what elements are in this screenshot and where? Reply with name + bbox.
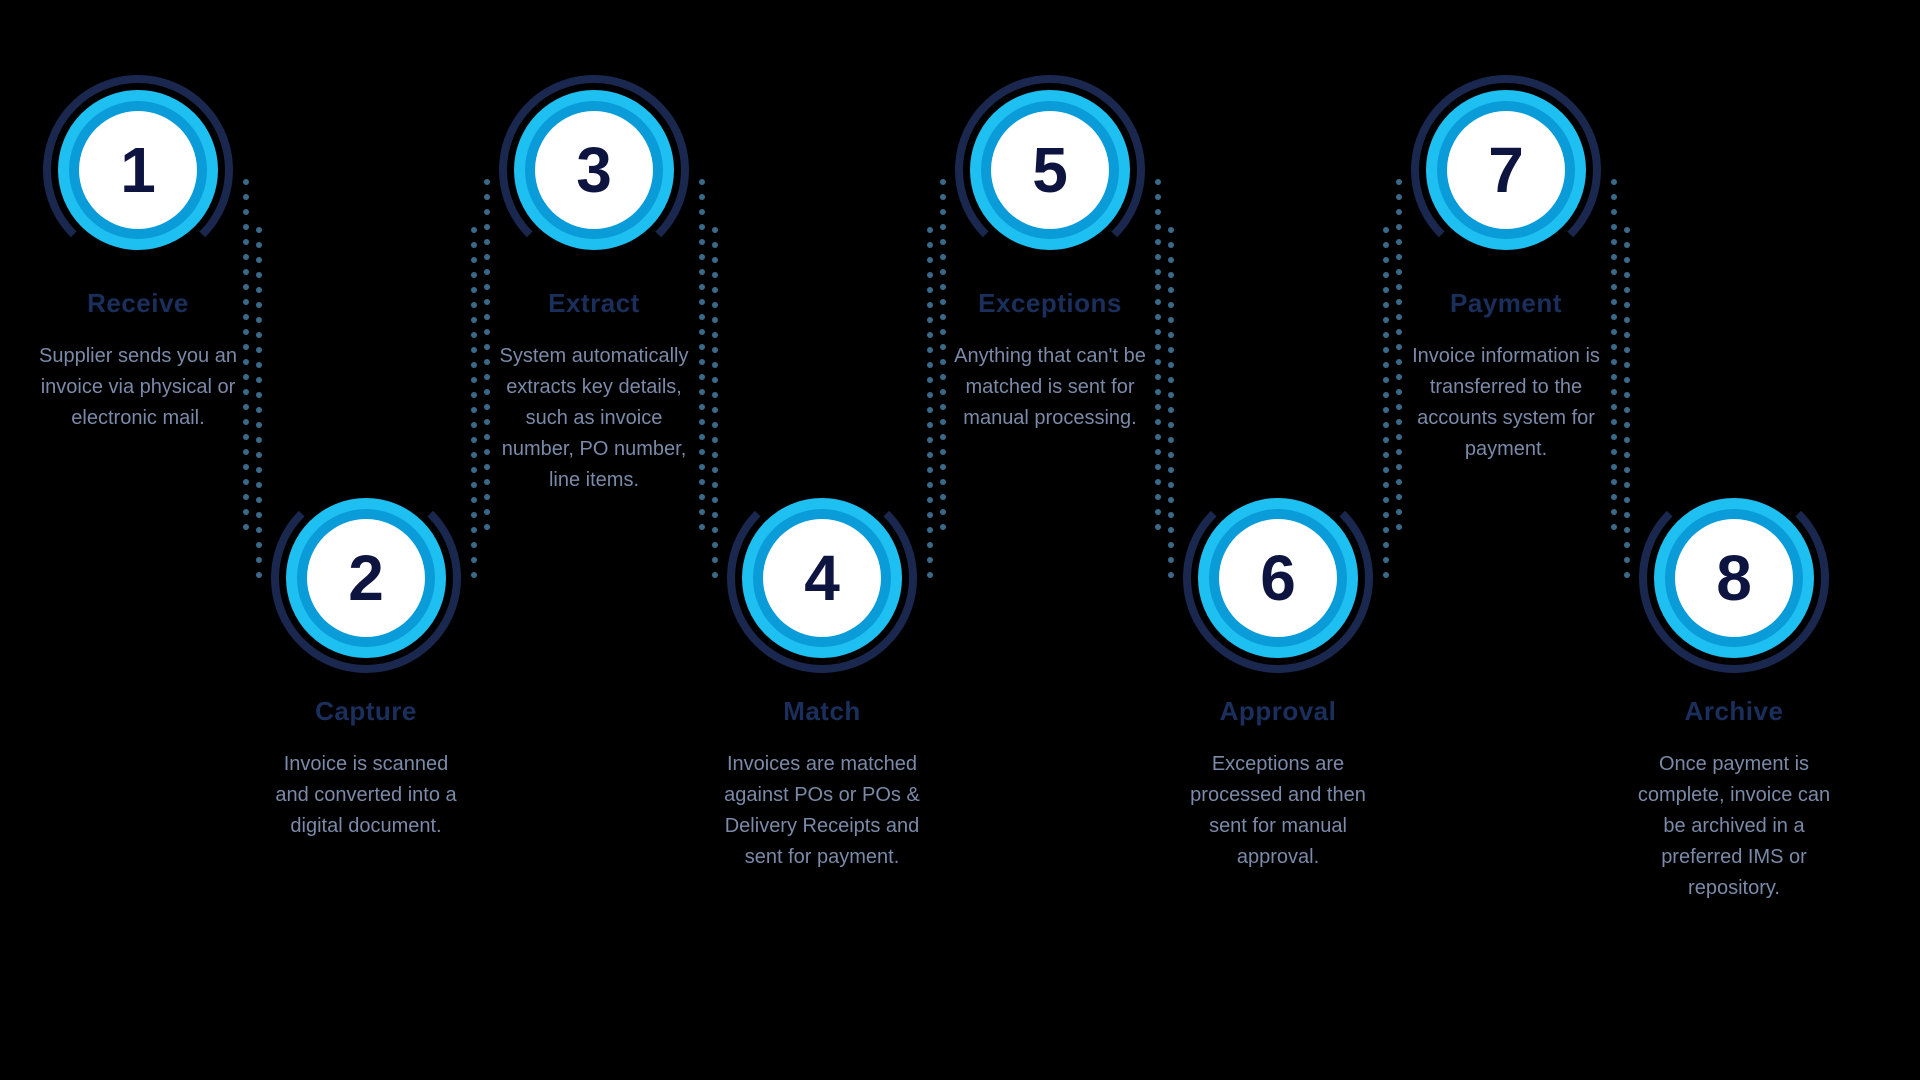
- ring-outer: 6: [1198, 498, 1358, 658]
- inner-circle: 2: [307, 519, 425, 637]
- ring-outer: 4: [742, 498, 902, 658]
- step-number: 8: [1716, 541, 1752, 615]
- step-title: Extract: [494, 288, 694, 319]
- inner-circle: 1: [79, 111, 197, 229]
- step-8: 8 Archive Once payment is complete, invo…: [1634, 498, 1834, 904]
- ring-mid: 5: [981, 101, 1119, 239]
- connector-dots: [712, 218, 718, 587]
- ring-outer: 8: [1654, 498, 1814, 658]
- step-1: 1 Receive Supplier sends you an invoice …: [38, 90, 238, 434]
- step-description: Once payment is complete, invoice can be…: [1634, 749, 1834, 904]
- step-title: Exceptions: [950, 288, 1150, 319]
- ring-mid: 2: [297, 509, 435, 647]
- inner-circle: 3: [535, 111, 653, 229]
- connector-dots: [927, 218, 933, 587]
- step-7: 7 Payment Invoice information is transfe…: [1406, 90, 1606, 465]
- step-circle: 2: [286, 498, 446, 658]
- connector-dots: [471, 218, 477, 587]
- step-number: 3: [576, 133, 612, 207]
- step-title: Receive: [38, 288, 238, 319]
- inner-circle: 4: [763, 519, 881, 637]
- step-description: Invoices are matched against POs or POs …: [722, 749, 922, 873]
- process-flow-diagram: 1 Receive Supplier sends you an invoice …: [0, 0, 1920, 1080]
- connector-dots: [243, 170, 249, 539]
- step-number: 2: [348, 541, 384, 615]
- connector-dots: [1611, 170, 1617, 539]
- step-circle: 5: [970, 90, 1130, 250]
- step-2: 2 Capture Invoice is scanned and convert…: [266, 498, 466, 842]
- inner-circle: 7: [1447, 111, 1565, 229]
- connector-dots: [484, 170, 490, 539]
- ring-mid: 3: [525, 101, 663, 239]
- ring-mid: 8: [1665, 509, 1803, 647]
- step-description: Anything that can't be matched is sent f…: [950, 341, 1150, 434]
- ring-outer: 7: [1426, 90, 1586, 250]
- ring-outer: 2: [286, 498, 446, 658]
- connector-dots: [1383, 218, 1389, 587]
- step-circle: 6: [1198, 498, 1358, 658]
- ring-outer: 3: [514, 90, 674, 250]
- ring-mid: 4: [753, 509, 891, 647]
- ring-outer: 5: [970, 90, 1130, 250]
- ring-mid: 6: [1209, 509, 1347, 647]
- step-title: Approval: [1178, 696, 1378, 727]
- step-circle: 7: [1426, 90, 1586, 250]
- ring-mid: 7: [1437, 101, 1575, 239]
- step-description: Exceptions are processed and then sent f…: [1178, 749, 1378, 873]
- step-title: Capture: [266, 696, 466, 727]
- step-title: Archive: [1634, 696, 1834, 727]
- step-description: Invoice is scanned and converted into a …: [266, 749, 466, 842]
- step-circle: 8: [1654, 498, 1814, 658]
- step-number: 6: [1260, 541, 1296, 615]
- connector-dots: [940, 170, 946, 539]
- step-number: 1: [120, 133, 156, 207]
- step-title: Payment: [1406, 288, 1606, 319]
- step-number: 4: [804, 541, 840, 615]
- connector-dots: [699, 170, 705, 539]
- inner-circle: 5: [991, 111, 1109, 229]
- inner-circle: 6: [1219, 519, 1337, 637]
- step-title: Match: [722, 696, 922, 727]
- step-number: 5: [1032, 133, 1068, 207]
- ring-outer: 1: [58, 90, 218, 250]
- step-circle: 3: [514, 90, 674, 250]
- ring-mid: 1: [69, 101, 207, 239]
- connector-dots: [256, 218, 262, 587]
- step-description: System automatically extracts key detail…: [494, 341, 694, 496]
- step-description: Supplier sends you an invoice via physic…: [38, 341, 238, 434]
- step-circle: 1: [58, 90, 218, 250]
- step-circle: 4: [742, 498, 902, 658]
- step-4: 4 Match Invoices are matched against POs…: [722, 498, 922, 873]
- connector-dots: [1396, 170, 1402, 539]
- inner-circle: 8: [1675, 519, 1793, 637]
- step-3: 3 Extract System automatically extracts …: [494, 90, 694, 496]
- step-number: 7: [1488, 133, 1524, 207]
- connector-dots: [1168, 218, 1174, 587]
- step-description: Invoice information is transferred to th…: [1406, 341, 1606, 465]
- step-6: 6 Approval Exceptions are processed and …: [1178, 498, 1378, 873]
- connector-dots: [1624, 218, 1630, 587]
- step-5: 5 Exceptions Anything that can't be matc…: [950, 90, 1150, 434]
- connector-dots: [1155, 170, 1161, 539]
